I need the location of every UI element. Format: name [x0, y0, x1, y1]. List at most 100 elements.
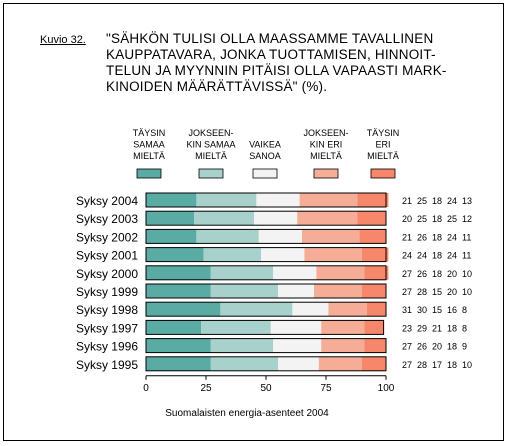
category-label: Syksy 2003 — [76, 212, 138, 226]
bar-outline — [145, 338, 387, 354]
legend-label: KIN ERI — [310, 140, 343, 150]
bar-segment — [314, 284, 362, 298]
category-label: Syksy 2004 — [76, 194, 138, 208]
bar-segment — [362, 247, 389, 262]
value-label: 12 — [462, 214, 472, 224]
bar-outline — [145, 247, 387, 263]
value-label: 18 — [432, 232, 442, 242]
bar-segment — [256, 193, 300, 207]
category-label: Syksy 1998 — [76, 303, 138, 317]
legend-label: TÄYSIN — [133, 128, 166, 138]
bar-segment — [146, 247, 204, 262]
bar-outline — [145, 192, 387, 208]
value-label: 26 — [417, 342, 427, 352]
value-label: 24 — [447, 196, 457, 206]
legend-label: ERI — [375, 140, 390, 150]
legend-swatch — [198, 168, 224, 179]
bar-segment — [318, 356, 362, 371]
bar-segment — [203, 247, 262, 262]
value-label: 16 — [447, 305, 457, 315]
value-label: 21 — [402, 196, 412, 206]
value-label: 20 — [447, 269, 457, 279]
bar-segment — [297, 211, 358, 226]
bars — [145, 192, 389, 372]
x-axis: 0 25 50 75 100 — [143, 375, 395, 394]
bar-segment — [302, 229, 360, 244]
value-label: 10 — [462, 287, 472, 297]
bar-segment — [146, 229, 197, 244]
value-label: 8 — [462, 305, 467, 315]
bar-segment — [146, 193, 197, 207]
bar-outline — [145, 319, 385, 335]
x-tick-label: 0 — [143, 383, 149, 394]
x-tick-label: 100 — [378, 383, 395, 394]
bar-segment — [210, 265, 274, 280]
value-label: 24 — [447, 251, 457, 261]
value-labels: 21 25 18 24 13 20 25 18 25 12 21 26 18 24 11 24 24 18 24 11… — [402, 196, 472, 370]
value-label: 10 — [462, 360, 472, 370]
bar-segment — [220, 302, 293, 317]
x-tick-label: 25 — [200, 383, 212, 394]
bar-outline — [145, 265, 387, 281]
bar-segment — [321, 320, 365, 335]
bar-segment — [146, 320, 202, 335]
x-axis-label: Suomalaisten energia-asenteet 2004 — [165, 408, 329, 419]
x-tick-label: 50 — [260, 383, 272, 394]
category-label: Syksy 2001 — [76, 249, 138, 263]
value-label: 21 — [402, 232, 412, 242]
value-label: 25 — [417, 214, 427, 224]
legend-swatch — [252, 168, 278, 179]
chart-title: "SÄHKÖN TULISI OLLA MAASSAMME TAVALLINEN… — [106, 31, 447, 94]
legend-label: TÄYSIN — [367, 128, 400, 138]
bar-outline — [145, 301, 387, 317]
bar-segment — [304, 247, 362, 262]
value-label: 9 — [462, 342, 467, 352]
category-label: Syksy 2002 — [76, 230, 138, 244]
value-label: 18 — [447, 342, 457, 352]
legend-swatch — [370, 168, 396, 179]
legend-swatch — [313, 168, 339, 179]
legend-label: SAMAA — [133, 140, 165, 150]
value-label: 20 — [432, 342, 442, 352]
value-label: 28 — [417, 287, 427, 297]
bar-segment — [299, 193, 358, 207]
bar-segment — [254, 211, 298, 226]
value-label: 25 — [447, 214, 457, 224]
bar-segment — [146, 338, 211, 353]
bar-segment — [196, 193, 257, 207]
legend-label: JOKSEEN- — [188, 128, 233, 138]
bar-segment — [146, 302, 221, 317]
category-label: Syksy 1996 — [76, 340, 138, 354]
bar-segment — [210, 356, 278, 371]
category-labels: Syksy 2004 Syksy 2003 Syksy 2002 Syksy 2001… — [76, 194, 138, 372]
value-label: 18 — [432, 251, 442, 261]
bar-segment — [210, 284, 278, 298]
value-label: 28 — [417, 360, 427, 370]
value-label: 18 — [447, 323, 457, 333]
bar-segment — [364, 265, 389, 280]
value-label: 18 — [432, 196, 442, 206]
bar-segment — [359, 229, 386, 244]
value-label: 18 — [432, 214, 442, 224]
legend-label: JOKSEEN- — [303, 128, 348, 138]
value-label: 17 — [432, 360, 442, 370]
bar-segment — [194, 211, 254, 226]
value-label: 20 — [447, 287, 457, 297]
value-label: 13 — [462, 196, 472, 206]
bar-segment — [201, 320, 271, 335]
value-label: 27 — [402, 342, 412, 352]
bar-segment — [278, 284, 314, 298]
bar-segment — [316, 265, 365, 280]
figure-label: Kuvio 32. — [40, 34, 86, 46]
bar-segment — [364, 338, 386, 353]
category-label: Syksy 1997 — [76, 321, 138, 335]
bar-segment — [146, 211, 194, 226]
value-label: 10 — [462, 269, 472, 279]
value-label: 21 — [432, 323, 442, 333]
bar-segment — [146, 265, 211, 280]
bar-segment — [261, 247, 305, 262]
value-label: 18 — [432, 269, 442, 279]
bar-segment — [292, 302, 329, 317]
